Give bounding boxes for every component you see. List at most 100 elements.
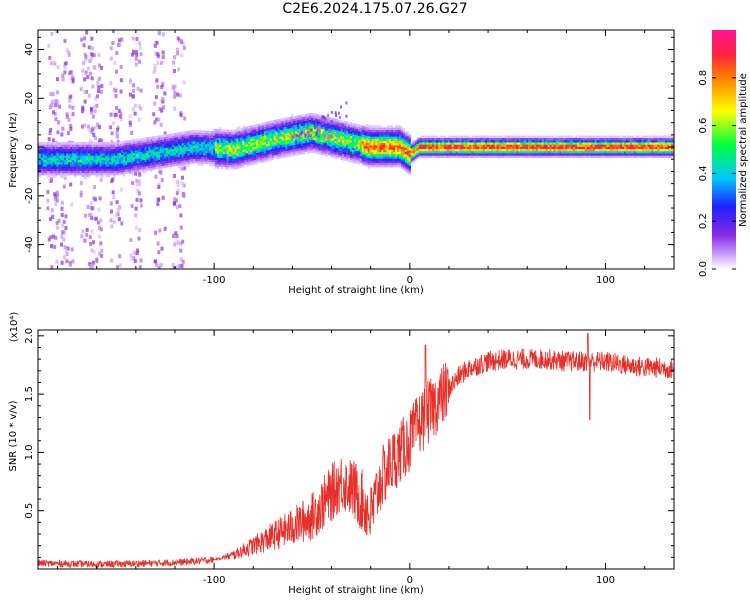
heatmap-cell bbox=[158, 161, 161, 165]
heatmap-cell bbox=[543, 144, 546, 147]
heatmap-cell bbox=[510, 146, 513, 150]
heatmap-cell bbox=[62, 170, 65, 174]
heatmap-cell bbox=[103, 157, 106, 161]
heatmap-cell bbox=[633, 144, 636, 147]
heatmap-cell bbox=[62, 166, 65, 169]
heatmap-cell bbox=[340, 122, 343, 125]
heatmap-cell bbox=[604, 137, 607, 141]
heatmap-cell bbox=[173, 143, 177, 147]
heatmap-cell bbox=[112, 121, 116, 126]
heatmap-cell bbox=[181, 131, 184, 135]
heatmap-cell bbox=[582, 144, 586, 147]
heatmap-cell bbox=[395, 153, 398, 157]
heatmap-cell bbox=[379, 136, 382, 139]
heatmap-cell bbox=[340, 131, 343, 134]
heatmap-cell bbox=[369, 153, 372, 157]
heatmap-cell bbox=[455, 153, 458, 156]
heatmap-cell bbox=[183, 146, 186, 150]
heatmap-cell bbox=[263, 135, 267, 138]
heatmap-cell bbox=[95, 168, 98, 172]
heatmap-cell bbox=[336, 152, 339, 155]
heatmap-cell bbox=[83, 52, 87, 57]
heatmap-cell bbox=[58, 142, 61, 145]
heatmap-cell bbox=[273, 146, 276, 149]
heatmap-cell bbox=[132, 152, 135, 156]
heatmap-cell bbox=[488, 144, 492, 147]
heatmap-cell bbox=[113, 159, 116, 163]
heatmap-cell bbox=[226, 142, 229, 146]
heatmap-cell bbox=[348, 141, 351, 145]
heatmap-cell bbox=[387, 134, 390, 137]
heatmap-cell bbox=[157, 185, 161, 190]
heatmap-cell bbox=[320, 121, 323, 125]
heatmap-cell bbox=[46, 142, 49, 145]
heatmap-cell bbox=[301, 114, 304, 118]
heatmap-cell bbox=[244, 155, 247, 159]
heatmap-cell bbox=[520, 153, 523, 156]
heatmap-cell bbox=[119, 150, 122, 153]
heatmap-cell bbox=[97, 52, 101, 57]
heatmap-cell bbox=[44, 166, 47, 169]
heatmap-cell bbox=[385, 160, 388, 163]
heatmap-cell bbox=[287, 141, 290, 144]
heatmap-cell bbox=[363, 163, 366, 166]
heatmap-cell bbox=[85, 166, 89, 169]
heatmap-cell bbox=[443, 153, 447, 156]
heatmap-cell bbox=[50, 31, 54, 36]
heatmap-cell bbox=[334, 136, 337, 139]
heatmap-cell bbox=[48, 148, 51, 152]
heatmap-cell bbox=[336, 123, 339, 127]
heatmap-cell bbox=[340, 150, 343, 154]
heatmap-cell bbox=[156, 155, 159, 159]
heatmap-cell bbox=[111, 146, 114, 150]
heatmap-cell bbox=[555, 155, 558, 158]
heatmap-cell bbox=[83, 77, 87, 82]
heatmap-cell bbox=[400, 133, 404, 136]
heatmap-cell bbox=[52, 153, 55, 156]
heatmap-cell bbox=[369, 131, 372, 135]
heatmap-cell bbox=[134, 139, 137, 142]
heatmap-cell bbox=[471, 137, 474, 141]
heatmap-cell bbox=[545, 148, 548, 152]
heatmap-cell bbox=[565, 148, 568, 152]
heatmap-cell bbox=[250, 129, 253, 133]
heatmap-cell bbox=[214, 163, 218, 167]
heatmap-cell bbox=[123, 158, 126, 162]
heatmap-cell bbox=[379, 156, 382, 159]
heatmap-cell bbox=[116, 139, 120, 144]
heatmap-cell bbox=[50, 153, 53, 156]
heatmap-cell bbox=[385, 151, 388, 155]
heatmap-cell bbox=[402, 165, 406, 169]
heatmap-cell bbox=[571, 137, 574, 141]
heatmap-cell bbox=[95, 159, 98, 163]
heatmap-cell bbox=[81, 166, 85, 169]
heatmap-cell bbox=[385, 162, 388, 166]
heatmap-cell bbox=[383, 147, 386, 150]
heatmap-cell bbox=[430, 146, 433, 150]
heatmap-cell bbox=[526, 144, 529, 147]
heatmap-cell bbox=[461, 155, 464, 158]
heatmap-cell bbox=[494, 155, 498, 158]
heatmap-cell bbox=[584, 135, 588, 139]
heatmap-cell bbox=[494, 139, 498, 143]
heatmap-cell bbox=[214, 141, 218, 145]
heatmap-cell bbox=[622, 155, 625, 158]
heatmap-cell bbox=[279, 156, 282, 159]
heatmap-cell bbox=[420, 142, 423, 145]
heatmap-cell bbox=[301, 125, 304, 129]
heatmap-cell bbox=[614, 148, 617, 152]
heatmap-cell bbox=[400, 150, 404, 154]
heatmap-cell bbox=[539, 146, 543, 150]
heatmap-cell bbox=[283, 146, 286, 150]
heatmap-cell bbox=[248, 128, 251, 131]
heatmap-cell bbox=[144, 163, 147, 167]
heatmap-cell bbox=[207, 143, 210, 147]
heatmap-cell bbox=[625, 153, 629, 156]
heatmap-cell bbox=[117, 163, 120, 167]
heatmap-cell bbox=[580, 150, 584, 154]
heatmap-cell bbox=[240, 158, 243, 162]
heatmap-cell bbox=[250, 136, 253, 140]
heatmap-cell bbox=[283, 155, 286, 158]
heatmap-cell bbox=[598, 146, 601, 150]
heatmap-cell bbox=[259, 158, 263, 161]
